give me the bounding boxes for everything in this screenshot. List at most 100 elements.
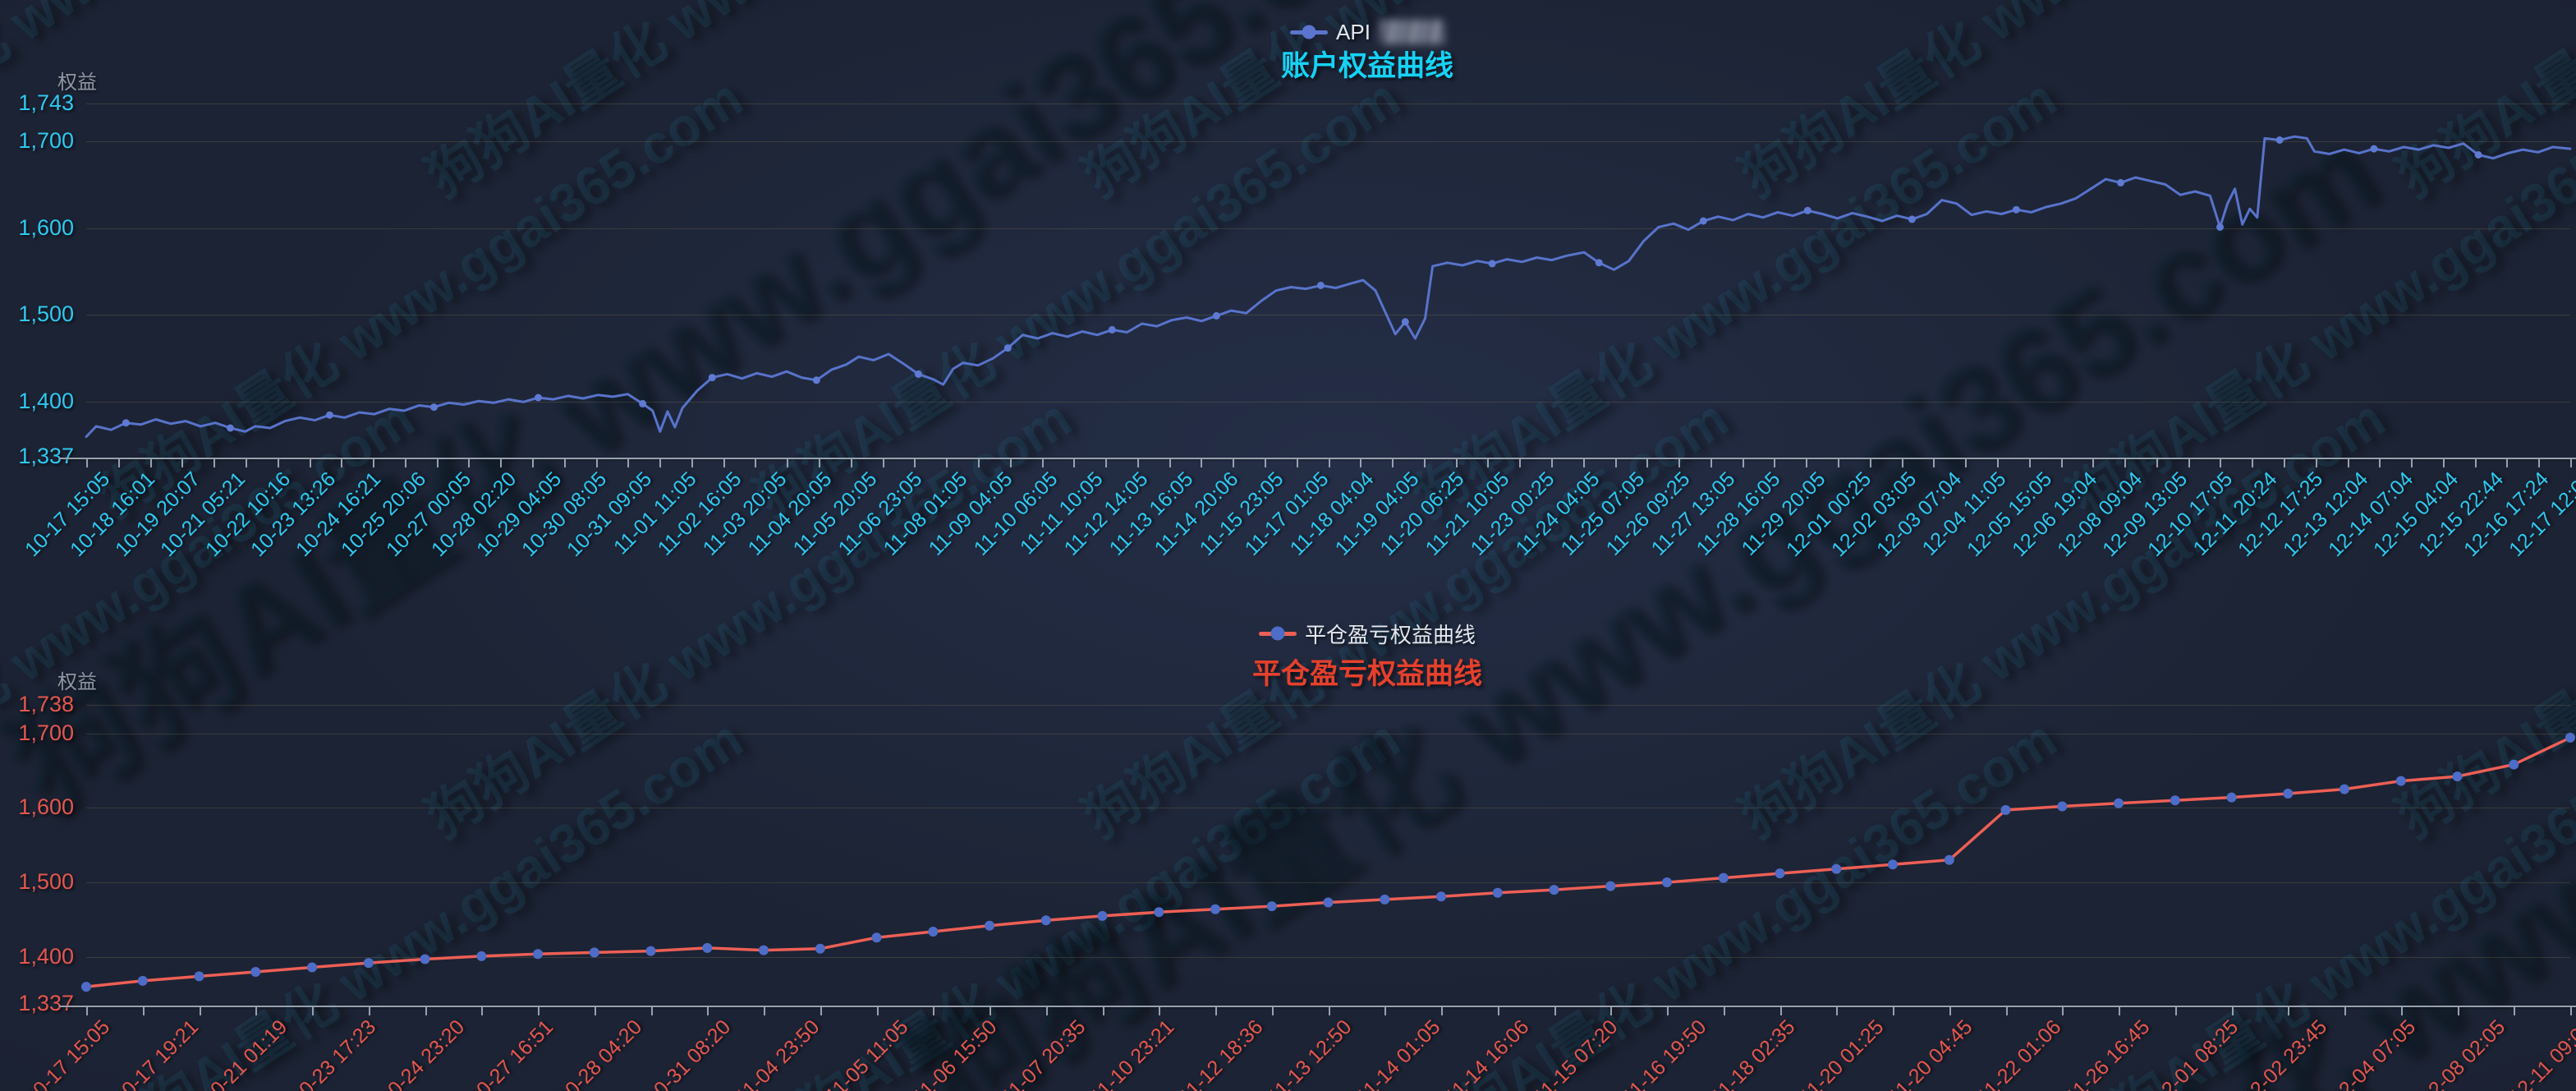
data-point-marker[interactable] [1316,281,1325,289]
data-point-marker[interactable] [2057,801,2068,812]
data-point-marker[interactable] [137,975,148,986]
axis-tick [882,459,884,467]
data-point-marker[interactable] [1775,868,1785,879]
axis-tick [2220,459,2222,467]
x-axis-label: 12-11 09:05 [2505,1015,2576,1091]
data-point-marker[interactable] [2170,795,2180,806]
data-point-marker[interactable] [2226,792,2237,803]
data-point-marker[interactable] [307,962,317,973]
data-point-marker[interactable] [1154,907,1164,918]
axis-tick [1710,459,1712,467]
data-point-marker[interactable] [194,971,204,982]
legend-api-equity[interactable]: API [1290,20,1444,44]
data-point-marker[interactable] [1436,891,1446,902]
data-point-marker[interactable] [2216,223,2224,231]
axis-tick [707,1007,709,1015]
y-axis-label: 1,600 [18,794,74,820]
data-point-marker[interactable] [1803,206,1811,214]
gridline [86,882,2570,883]
axis-tick [2570,1007,2572,1015]
axis-tick [2344,1007,2346,1015]
axis-tick [2400,1007,2403,1015]
data-point-marker[interactable] [871,932,882,943]
data-point-marker[interactable] [1595,259,1603,267]
data-point-marker[interactable] [535,394,542,402]
data-point-marker[interactable] [589,947,599,958]
data-point-marker[interactable] [985,920,994,931]
data-point-marker[interactable] [2474,151,2482,159]
axis-tick [2474,459,2477,467]
data-point-marker[interactable] [2340,784,2349,794]
data-point-marker[interactable] [914,370,922,378]
data-point-marker[interactable] [928,927,939,937]
data-point-marker[interactable] [2452,771,2463,782]
data-point-marker[interactable] [1266,901,1277,912]
data-point-marker[interactable] [759,945,769,955]
data-point-marker[interactable] [1908,215,1916,223]
data-point-marker[interactable] [1323,897,1334,908]
data-point-marker[interactable] [2509,759,2519,770]
data-point-marker[interactable] [1040,915,1051,926]
data-point-marker[interactable] [1944,854,1954,865]
legend-closed-pnl[interactable]: 平仓盈亏权益曲线 [1258,621,1476,647]
axis-tick [341,459,343,467]
data-point-marker[interactable] [2000,805,2011,815]
data-point-marker[interactable] [430,403,438,412]
x-axis-label: 11-04 23:50 [731,1015,824,1091]
data-point-marker[interactable] [1831,863,1842,874]
axis-tick [255,1007,258,1015]
watermark-text: 狗狗AI量化 www.ggai365.com [2380,0,2576,212]
axis-tick [2156,459,2158,467]
data-point-marker[interactable] [2012,205,2020,214]
data-point-marker[interactable] [81,982,91,992]
data-point-marker[interactable] [1492,887,1503,898]
data-point-marker[interactable] [639,399,647,407]
data-point-marker[interactable] [250,967,261,977]
data-point-marker[interactable] [1212,311,1220,320]
data-point-marker[interactable] [363,958,374,969]
data-point-marker[interactable] [420,954,430,964]
series-line[interactable] [85,135,2572,439]
data-point-marker[interactable] [1380,894,1390,905]
data-point-marker[interactable] [2565,732,2575,743]
axis-tick [876,1007,879,1015]
data-point-marker[interactable] [1888,859,1898,870]
x-axis-label: 11-12 18:36 [1174,1015,1268,1091]
data-point-marker[interactable] [2275,136,2284,144]
axis-tick [2231,1007,2234,1015]
data-point-marker[interactable] [1401,318,1409,326]
legend-line-dot-icon [1258,626,1297,641]
data-point-marker[interactable] [708,374,716,382]
data-point-marker[interactable] [2370,145,2378,153]
data-point-marker[interactable] [1488,260,1496,268]
data-point-marker[interactable] [1108,325,1116,334]
data-point-marker[interactable] [2117,178,2124,186]
axis-tick [850,459,852,467]
y-axis-label: 1,500 [18,869,74,894]
data-point-marker[interactable] [645,946,656,956]
series-line[interactable] [85,736,2572,988]
data-point-marker[interactable] [2283,789,2294,799]
data-point-marker[interactable] [1097,910,1108,921]
y-axis-label: 1,400 [18,943,74,969]
data-point-marker[interactable] [815,943,825,954]
data-point-marker[interactable] [1210,904,1220,914]
data-point-marker[interactable] [1718,872,1729,883]
data-point-marker[interactable] [812,376,820,384]
data-point-marker[interactable] [122,419,130,427]
x-axis-label: 11-06 15:50 [908,1015,1002,1091]
data-point-marker[interactable] [1549,885,1559,895]
data-point-marker[interactable] [1699,217,1707,225]
axis-tick [764,1007,765,1015]
axis-tick [691,459,693,467]
data-point-marker[interactable] [227,424,234,432]
gridline [86,402,2570,403]
data-point-marker[interactable] [325,411,333,419]
data-point-marker[interactable] [2114,798,2124,808]
data-point-marker[interactable] [2395,776,2406,786]
x-axis-label: 11-20 04:45 [1884,1015,1977,1091]
axis-tick [1169,459,1171,467]
data-point-marker[interactable] [1003,344,1012,352]
axis-tick [1949,1007,1951,1015]
data-point-marker[interactable] [702,942,713,953]
